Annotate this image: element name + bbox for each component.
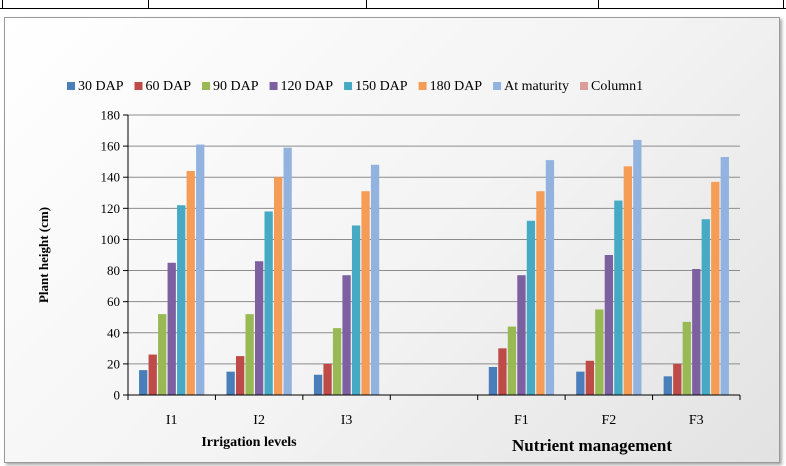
bar-60-dap-i2 bbox=[235, 356, 245, 395]
bar-180-dap-f2 bbox=[623, 166, 633, 395]
x-axis-tick-labels: I1 I2 I3 F1 F2 F3 bbox=[127, 395, 741, 428]
y-tick-label-60: 60 bbox=[107, 294, 120, 309]
legend-swatch-180-dap bbox=[418, 82, 427, 90]
y-tick-label-120: 120 bbox=[101, 201, 121, 216]
bar-150-dap-i1 bbox=[177, 205, 186, 395]
bar-30-dap-i3 bbox=[313, 374, 323, 395]
bar-120-dap-i1 bbox=[167, 262, 176, 395]
bar-120-dap-i2 bbox=[254, 261, 264, 395]
bar-60-dap-f1 bbox=[498, 348, 507, 395]
legend-swatch-column1 bbox=[580, 82, 589, 90]
chart-gridlines bbox=[128, 114, 740, 365]
legend-label-90-dap: 90 DAP bbox=[213, 79, 259, 94]
x-tick-label-i3: I3 bbox=[341, 413, 353, 428]
bar-90-dap-f3 bbox=[682, 321, 691, 395]
bar-90-dap-i2 bbox=[245, 314, 254, 395]
legend-label-150-dap: 150 DAP bbox=[355, 79, 408, 94]
bar-90-dap-f1 bbox=[507, 326, 517, 395]
bar-at-maturity-i2 bbox=[283, 147, 292, 395]
bar-120-dap-f3 bbox=[692, 269, 701, 395]
bar-60-dap-i3 bbox=[323, 363, 332, 395]
chart-bars bbox=[139, 139, 729, 395]
y-tick-label-20: 20 bbox=[107, 356, 120, 371]
chart-legend: 30 DAP 60 DAP 90 DAP 120 DAP 150 DAP 180 DAP A… bbox=[67, 79, 643, 94]
legend-swatch-60-dap bbox=[134, 82, 143, 90]
legend-swatch-90-dap bbox=[202, 82, 211, 90]
legend-swatch-30-dap bbox=[67, 82, 75, 90]
legend-swatch-at-maturity bbox=[493, 82, 502, 90]
bar-30-dap-i2 bbox=[226, 371, 235, 395]
x-tick-label-i2: I2 bbox=[253, 413, 265, 428]
bar-at-maturity-f2 bbox=[633, 139, 642, 395]
y-tick-label-160: 160 bbox=[101, 139, 121, 154]
bar-180-dap-i2 bbox=[273, 177, 283, 395]
bar-150-dap-i2 bbox=[264, 211, 273, 395]
bar-30-dap-f2 bbox=[576, 371, 585, 395]
legend-swatch-120-dap bbox=[269, 82, 278, 90]
legend-label-180-dap: 180 DAP bbox=[430, 79, 483, 94]
legend-label-at-maturity: At maturity bbox=[504, 79, 569, 94]
top-rule-tick bbox=[2, 0, 3, 9]
y-axis-label: Plant height (cm) bbox=[36, 207, 51, 303]
bar-30-dap-f3 bbox=[663, 376, 672, 395]
legend-label-60-dap: 60 DAP bbox=[146, 79, 192, 94]
chart-axes bbox=[127, 115, 740, 396]
bar-at-maturity-f3 bbox=[720, 157, 729, 395]
x-group-label-nutrient: Nutrient management bbox=[512, 436, 672, 455]
bar-60-dap-f3 bbox=[673, 363, 682, 395]
y-tick-label-0: 0 bbox=[114, 388, 121, 403]
y-tick-label-80: 80 bbox=[107, 263, 120, 278]
top-rule-tick bbox=[783, 0, 784, 9]
bar-180-dap-i1 bbox=[186, 171, 195, 395]
bar-150-dap-i3 bbox=[351, 225, 361, 395]
bar-150-dap-f1 bbox=[526, 220, 536, 395]
legend-label-120-dap: 120 DAP bbox=[281, 79, 334, 94]
bar-at-maturity-i3 bbox=[370, 164, 380, 395]
bar-90-dap-f2 bbox=[595, 309, 604, 395]
legend-label-column1: Column1 bbox=[591, 79, 643, 94]
y-tick-label-180: 180 bbox=[101, 108, 121, 123]
bar-180-dap-f3 bbox=[711, 181, 720, 395]
chart-area-frame bbox=[4, 17, 780, 463]
bar-90-dap-i1 bbox=[158, 314, 167, 395]
bar-60-dap-f2 bbox=[585, 360, 595, 395]
x-tick-label-i1: I1 bbox=[166, 413, 178, 428]
bar-150-dap-f2 bbox=[614, 200, 623, 395]
bar-120-dap-f2 bbox=[604, 255, 614, 395]
x-tick-label-f1: F1 bbox=[514, 413, 529, 428]
bar-120-dap-f1 bbox=[517, 275, 526, 395]
bar-30-dap-f1 bbox=[488, 367, 498, 395]
top-rule-tick bbox=[148, 0, 149, 9]
bar-90-dap-i3 bbox=[332, 328, 342, 395]
bar-60-dap-i1 bbox=[148, 354, 157, 395]
top-rule-tick bbox=[366, 0, 367, 9]
y-tick-label-100: 100 bbox=[101, 232, 121, 247]
x-tick-label-f2: F2 bbox=[601, 413, 616, 428]
legend-label-30-dap: 30 DAP bbox=[78, 79, 124, 94]
top-rule-line bbox=[0, 8, 786, 9]
top-rule-tick bbox=[598, 0, 599, 9]
bar-at-maturity-i1 bbox=[196, 144, 205, 395]
legend-swatch-150-dap bbox=[344, 82, 353, 90]
bar-150-dap-f3 bbox=[701, 219, 710, 395]
bar-at-maturity-f1 bbox=[545, 160, 555, 395]
x-group-label-irrigation: Irrigation levels bbox=[201, 435, 297, 450]
y-tick-label-40: 40 bbox=[107, 325, 120, 340]
bar-30-dap-i1 bbox=[139, 370, 148, 395]
bar-180-dap-i3 bbox=[361, 191, 370, 395]
page-top-rule bbox=[0, 0, 786, 10]
bar-180-dap-f1 bbox=[536, 191, 545, 395]
y-axis-tick-labels: 0 20 40 60 80 100 120 140 160 180 bbox=[101, 108, 128, 403]
bar-120-dap-i3 bbox=[342, 275, 351, 395]
x-tick-label-f3: F3 bbox=[689, 413, 704, 428]
y-tick-label-140: 140 bbox=[101, 170, 121, 185]
